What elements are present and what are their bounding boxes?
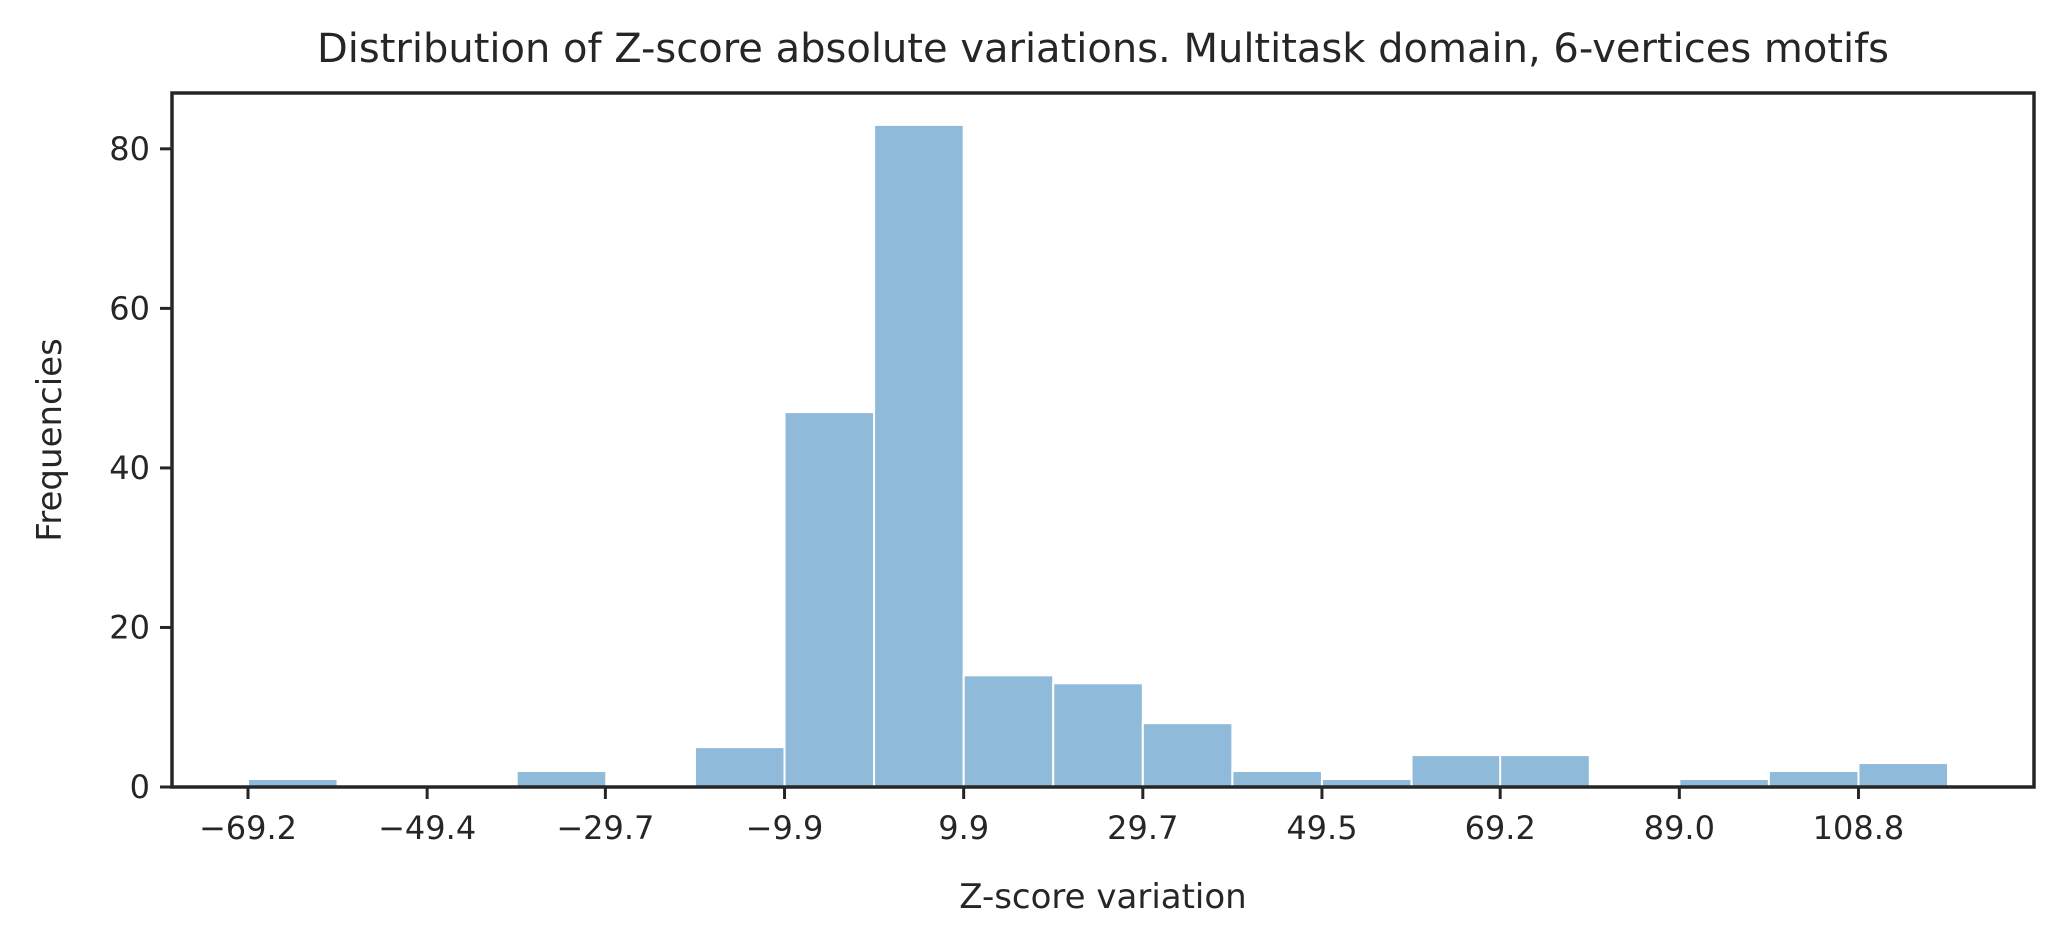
histogram-bar xyxy=(1141,722,1234,788)
histogram-bar xyxy=(962,674,1055,788)
x-tick-label: −29.7 xyxy=(556,809,654,847)
histogram-bar xyxy=(1231,770,1323,788)
histogram-bar xyxy=(515,770,608,788)
histogram-bar xyxy=(1410,754,1503,789)
y-tick-label: 60 xyxy=(109,289,150,327)
x-tick-label: 49.5 xyxy=(1286,809,1357,847)
x-tick-label: −49.4 xyxy=(378,809,476,847)
histogram-bar xyxy=(1499,754,1591,789)
bars-group xyxy=(247,123,1950,789)
x-tick-label: 108.8 xyxy=(1813,809,1905,847)
histogram-bar xyxy=(783,411,876,788)
y-axis-ticks: 0 20 40 60 80 xyxy=(109,130,172,806)
x-tick-label: −9.9 xyxy=(746,809,824,847)
x-axis-ticks: −69.2 −49.4 −29.7 −9.9 9.9 29.7 49.5 69.2 89.0 10… xyxy=(199,787,1904,847)
histogram-bar xyxy=(693,746,786,788)
x-tick-label: 69.2 xyxy=(1465,809,1536,847)
histogram-bar xyxy=(1767,770,1860,788)
plot-frame xyxy=(170,91,2036,789)
y-tick-label: 0 xyxy=(130,768,150,806)
y-tick-label: 20 xyxy=(109,608,150,646)
y-axis-label: Frequencies xyxy=(30,338,70,542)
x-axis-label: Z-score variation xyxy=(959,877,1246,917)
x-tick-label: 29.7 xyxy=(1107,809,1178,847)
y-tick-label: 40 xyxy=(109,449,150,487)
y-tick-label: 80 xyxy=(109,130,150,168)
x-tick-label: 9.9 xyxy=(938,809,989,847)
histogram-bar xyxy=(1052,682,1144,788)
chart-title: Distribution of Z-score absolute variati… xyxy=(317,26,1889,72)
histogram-bar xyxy=(1857,762,1950,789)
x-tick-label: 89.0 xyxy=(1644,809,1715,847)
histogram-bar xyxy=(873,123,965,789)
x-tick-label: −69.2 xyxy=(199,809,297,847)
